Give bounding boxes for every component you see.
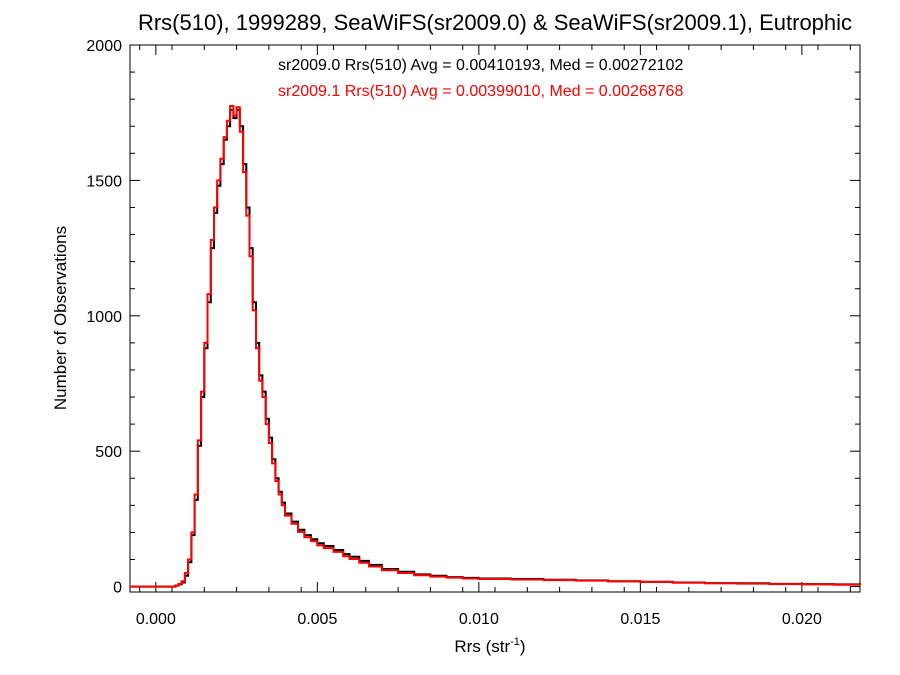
x-axis: 0.000 0.005 0.010 0.015 0.020 bbox=[136, 45, 851, 628]
series-layer bbox=[130, 104, 861, 588]
series-line-1 bbox=[130, 104, 861, 588]
x-tick-label: 0.005 bbox=[297, 611, 337, 628]
legend: sr2009.0 Rrs(510) Avg = 0.00410193, Med … bbox=[278, 57, 683, 100]
x-axis-label: Rrs (str-1) bbox=[454, 636, 525, 656]
x-tick-label: 0.020 bbox=[782, 611, 822, 628]
y-tick-label: 0 bbox=[113, 580, 122, 597]
x-tick-label: 0.000 bbox=[136, 611, 176, 628]
y-axis-label: Number of Observations bbox=[51, 226, 70, 410]
x-axis-label-suffix: ) bbox=[520, 637, 526, 656]
y-tick-label: 1500 bbox=[86, 173, 122, 190]
legend-entry-sr2009-0: sr2009.0 Rrs(510) Avg = 0.00410193, Med … bbox=[278, 57, 683, 74]
x-axis-label-superscript: -1 bbox=[510, 636, 520, 648]
chart-title: Rrs(510), 1999289, SeaWiFS(sr2009.0) & S… bbox=[138, 10, 852, 35]
y-tick-label: 1000 bbox=[86, 309, 122, 326]
y-tick-label: 2000 bbox=[86, 38, 122, 55]
x-tick-label: 0.010 bbox=[459, 611, 499, 628]
y-tick-label: 500 bbox=[95, 444, 122, 461]
x-tick-label: 0.015 bbox=[620, 611, 660, 628]
y-axis: 0 500 1000 1500 2000 bbox=[86, 38, 860, 597]
series-line-0 bbox=[130, 109, 861, 588]
legend-entry-sr2009-1: sr2009.1 Rrs(510) Avg = 0.00399010, Med … bbox=[278, 83, 683, 100]
